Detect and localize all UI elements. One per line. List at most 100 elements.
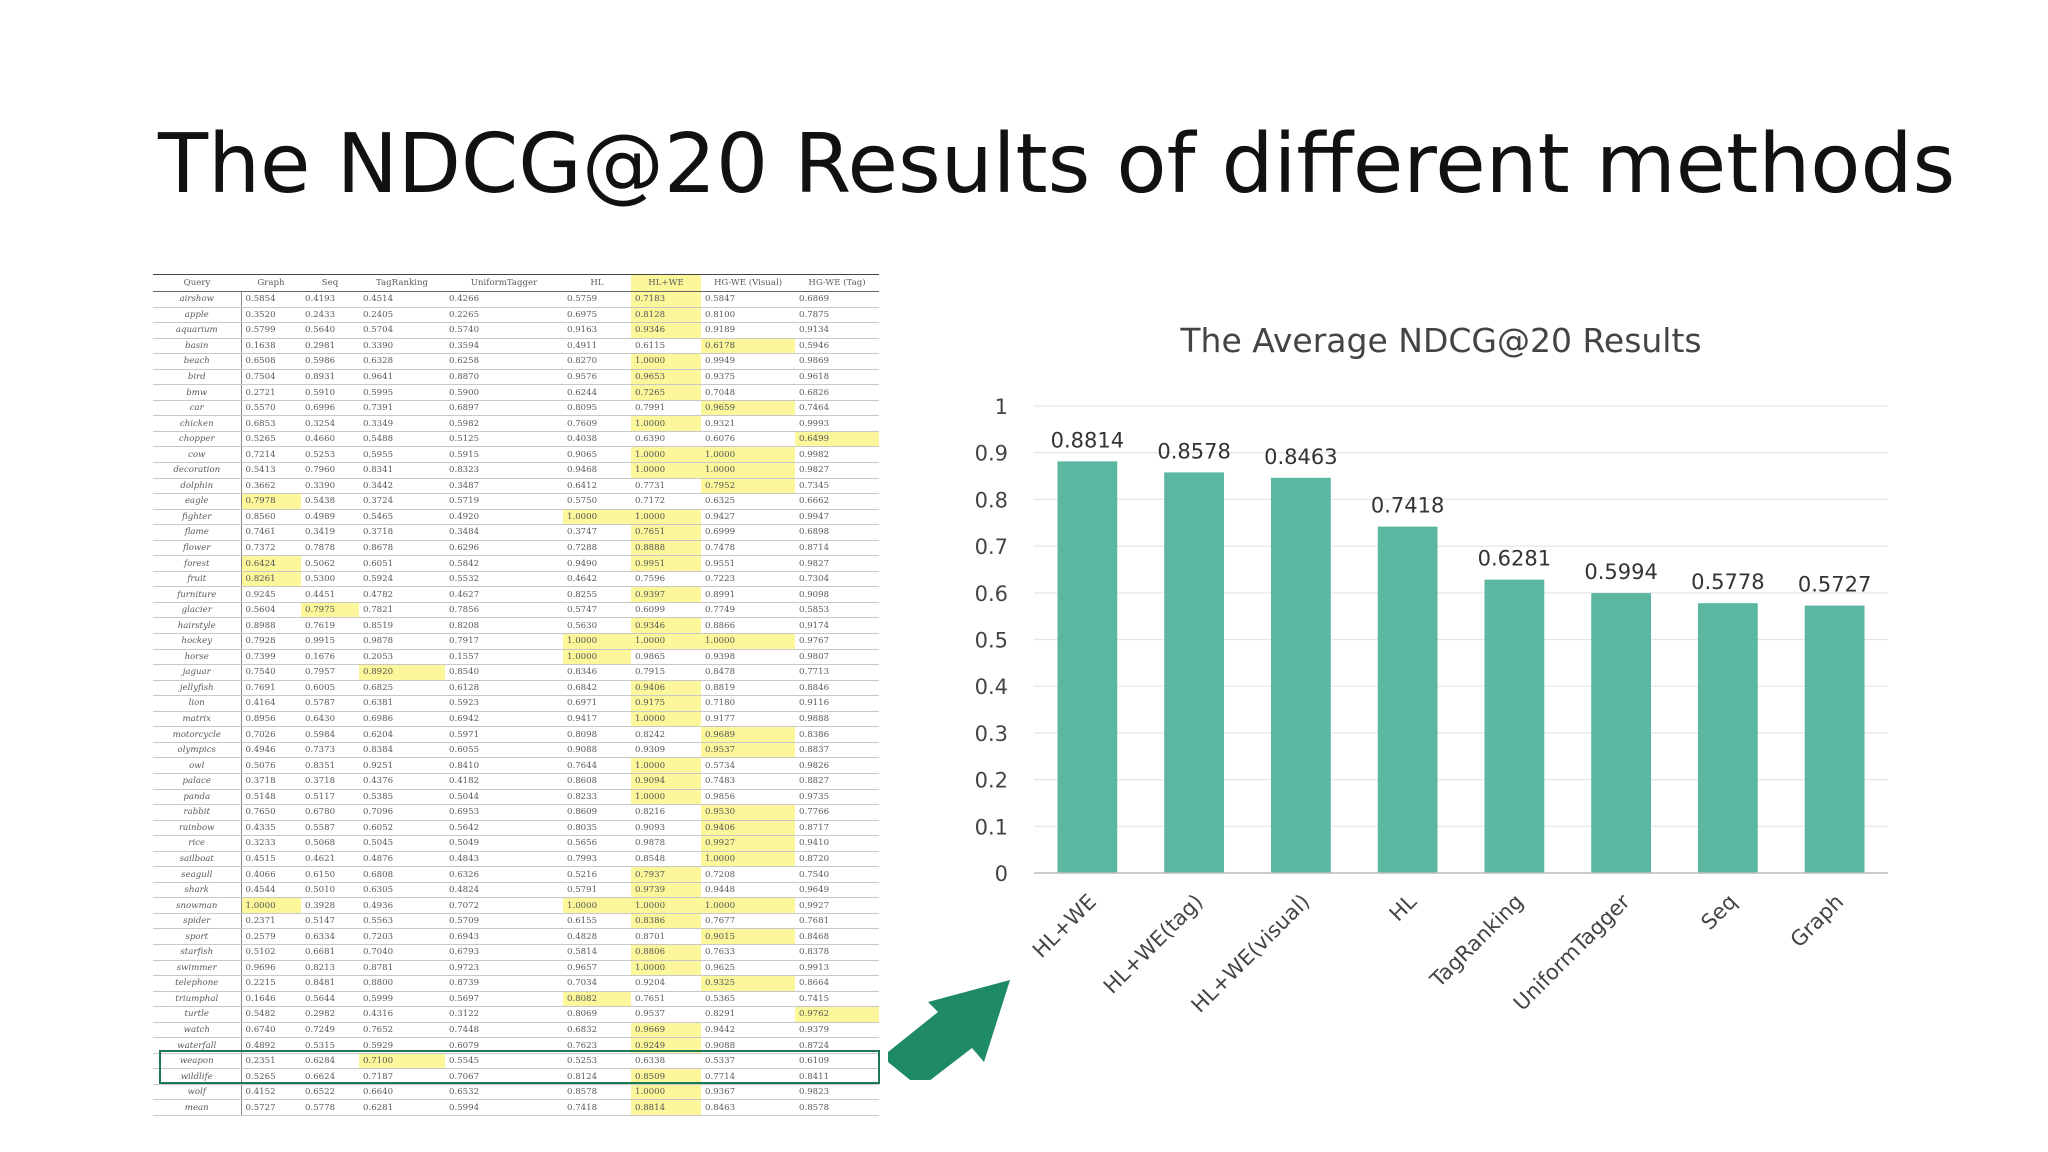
table-query-cell: car: [153, 400, 242, 417]
table-query-cell: swimmer: [153, 960, 242, 977]
table-header-row: Query Graph Seq TagRanking UniformTagger HL HL…: [153, 274, 879, 292]
table-cell: 0.5704: [359, 322, 445, 339]
table-cell: 0.7731: [631, 478, 701, 495]
table-cell: 0.5740: [445, 322, 563, 339]
table-query-cell: palace: [153, 773, 242, 790]
table-cell: 0.6508: [241, 353, 301, 370]
table-cell: 0.8609: [563, 804, 631, 821]
table-row: eagle 0.7978 0.5438 0.3724 0.5719 0.5750 0.717…: [153, 493, 879, 510]
pointer-arrow-icon: [888, 980, 1010, 1080]
chart-bars: [1057, 461, 1865, 873]
table-cell: 0.4164: [241, 695, 301, 712]
table-cell: 0.7691: [241, 680, 301, 697]
table-cell: 0.7875: [795, 307, 879, 324]
table-row: triumphal 0.1646 0.5644 0.5999 0.5697 0.8082 0…: [153, 991, 879, 1008]
table-cell: 1.0000: [631, 509, 701, 526]
y-tick-label: 0: [995, 862, 1008, 886]
table-row: flower 0.7372 0.7878 0.8678 0.6296 0.7288 0.88…: [153, 540, 879, 557]
table-query-cell: chopper: [153, 431, 242, 448]
table-row: flame 0.7461 0.3419 0.3718 0.3484 0.3747 0.765…: [153, 524, 879, 541]
table-cell: 0.5062: [301, 555, 359, 572]
table-cell: 0.5778: [301, 1099, 359, 1116]
table-cell: 0.5438: [301, 493, 359, 510]
table-cell: 0.7504: [241, 369, 301, 386]
table-cell: 0.3724: [359, 493, 445, 510]
table-row: hairstyle 0.8988 0.7619 0.8519 0.8208 0.5630 0…: [153, 617, 879, 635]
table-cell: 0.5642: [445, 820, 563, 837]
table-cell: 0.5719: [445, 493, 563, 510]
table-cell: 0.3419: [301, 524, 359, 541]
table-cell: 0.4038: [563, 431, 631, 448]
table-cell: 0.9406: [701, 820, 795, 837]
table-cell: 0.3928: [301, 897, 359, 914]
table-cell: 0.1646: [241, 991, 301, 1008]
table-cell: 0.4514: [359, 291, 445, 308]
table-cell: 0.9669: [631, 1022, 701, 1039]
table-query-cell: olympics: [153, 742, 242, 759]
table-row: spider 0.2371 0.5147 0.5563 0.5709 0.6155 0.83…: [153, 913, 879, 930]
table-cell: 0.8242: [631, 726, 701, 743]
table-cell: 0.5924: [359, 571, 445, 588]
table-cell: 0.9346: [631, 322, 701, 339]
table-query-cell: fruit: [153, 571, 242, 588]
table-query-cell: cow: [153, 446, 242, 464]
table-cell: 0.9325: [701, 975, 795, 992]
chart-gridlines: [1034, 405, 1888, 827]
table-cell: 0.9982: [795, 446, 879, 464]
table-cell: 0.6381: [359, 695, 445, 712]
table-cell: 0.5630: [563, 617, 631, 635]
table-cell: 1.0000: [701, 446, 795, 464]
table-cell: 0.5971: [445, 726, 563, 743]
table-cell: 0.6258: [445, 353, 563, 370]
table-cell: 0.7415: [795, 991, 879, 1008]
table-cell: 0.6793: [445, 944, 563, 961]
table-cell: 0.8095: [563, 400, 631, 417]
table-cell: 0.3747: [563, 524, 631, 541]
table-cell: 0.9398: [701, 649, 795, 666]
table-cell: 0.9993: [795, 415, 879, 432]
table-row: chopper 0.5265 0.4660 0.5488 0.5125 0.4038 0.6…: [153, 431, 879, 448]
table-cell: 0.4335: [241, 820, 301, 837]
table-cell: 0.2351: [241, 1053, 301, 1070]
table-row: aquarium 0.5799 0.5640 0.5704 0.5740 0.9163 0.…: [153, 322, 879, 339]
table-cell: 1.0000: [631, 353, 701, 370]
table-cell: 0.9913: [795, 960, 879, 977]
table-row: motorcycle 0.7026 0.5984 0.6204 0.5971 0.8098…: [153, 726, 879, 743]
bar: [1804, 605, 1865, 873]
x-category-label: Graph: [1786, 890, 1849, 953]
table-cell: 0.5545: [445, 1053, 563, 1070]
table-row: rainbow 0.4335 0.5587 0.6052 0.5642 0.8035 0.9…: [153, 820, 879, 837]
table-cell: 0.9410: [795, 835, 879, 852]
table-cell: 0.8560: [241, 509, 301, 526]
table-cell: 1.0000: [631, 633, 701, 650]
table-cell: 0.8351: [301, 757, 359, 774]
table-cell: 0.9098: [795, 586, 879, 603]
table-cell: 0.5488: [359, 431, 445, 448]
table-query-cell: hockey: [153, 633, 242, 650]
table-row: olympics 0.4946 0.7373 0.8384 0.6055 0.9088 0.…: [153, 742, 879, 759]
table-cell: 0.2405: [359, 307, 445, 324]
table-cell: 0.8341: [359, 462, 445, 479]
table-cell: 0.6150: [301, 866, 359, 883]
table-cell: 0.5604: [241, 602, 301, 619]
table-cell: 0.5216: [563, 866, 631, 883]
table-cell: 0.8717: [795, 820, 879, 837]
table-row: sailboat 0.4515 0.4621 0.4876 0.4843 0.7993 0.…: [153, 851, 879, 868]
table-cell: 0.4193: [301, 291, 359, 308]
table-cell: 1.0000: [563, 897, 631, 914]
table-cell: 0.5385: [359, 789, 445, 806]
table-cell: 0.7960: [301, 462, 359, 479]
table-cell: 0.8291: [701, 1006, 795, 1023]
table-cell: 0.8578: [563, 1084, 631, 1101]
table-cell: 0.5315: [301, 1037, 359, 1054]
table-cell: 0.7034: [563, 975, 631, 992]
table-cell: 0.5787: [301, 695, 359, 712]
table-cell: 0.8098: [563, 726, 631, 743]
table-cell: 0.9309: [631, 742, 701, 759]
table-cell: 0.8378: [795, 944, 879, 961]
table-cell: 0.9490: [563, 555, 631, 572]
table-cell: 0.6869: [795, 291, 879, 308]
table-cell: 0.6942: [445, 711, 563, 728]
table-cell: 0.5814: [563, 944, 631, 961]
